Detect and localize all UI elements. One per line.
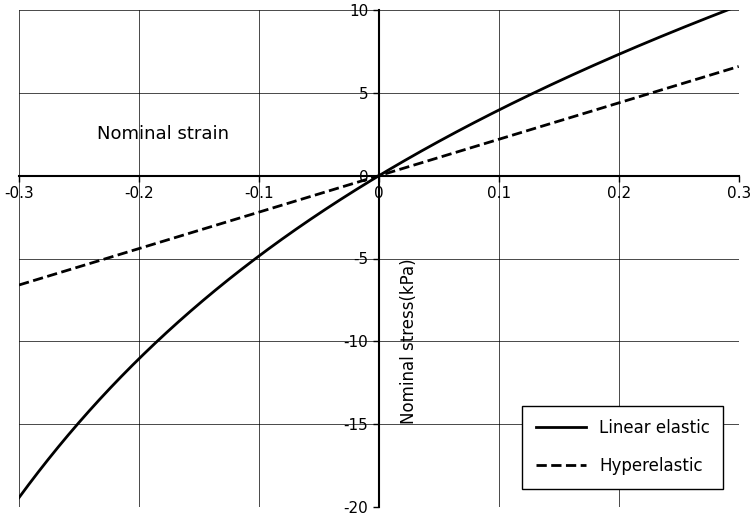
Hyperelastic xyxy=(14,282,23,288)
Hyperelastic xyxy=(51,271,60,277)
Line: Linear elastic: Linear elastic xyxy=(19,6,738,498)
Linear elastic xyxy=(345,190,354,197)
Hyperelastic xyxy=(345,181,354,188)
Linear elastic xyxy=(14,495,23,501)
Linear elastic xyxy=(365,178,374,185)
Line: Hyperelastic: Hyperelastic xyxy=(19,67,738,285)
Linear elastic xyxy=(734,3,743,9)
Legend: Linear elastic, Hyperelastic: Linear elastic, Hyperelastic xyxy=(522,406,723,489)
Hyperelastic xyxy=(581,110,590,116)
Text: Nominal strain: Nominal strain xyxy=(97,125,229,144)
Hyperelastic xyxy=(734,63,743,70)
Hyperelastic xyxy=(713,70,723,76)
Hyperelastic xyxy=(713,70,722,76)
Linear elastic xyxy=(713,10,723,17)
Linear elastic xyxy=(51,447,60,453)
Linear elastic xyxy=(581,66,590,72)
Text: Nominal stress(kPa): Nominal stress(kPa) xyxy=(400,258,418,424)
Hyperelastic xyxy=(365,176,374,182)
Linear elastic xyxy=(713,11,722,17)
